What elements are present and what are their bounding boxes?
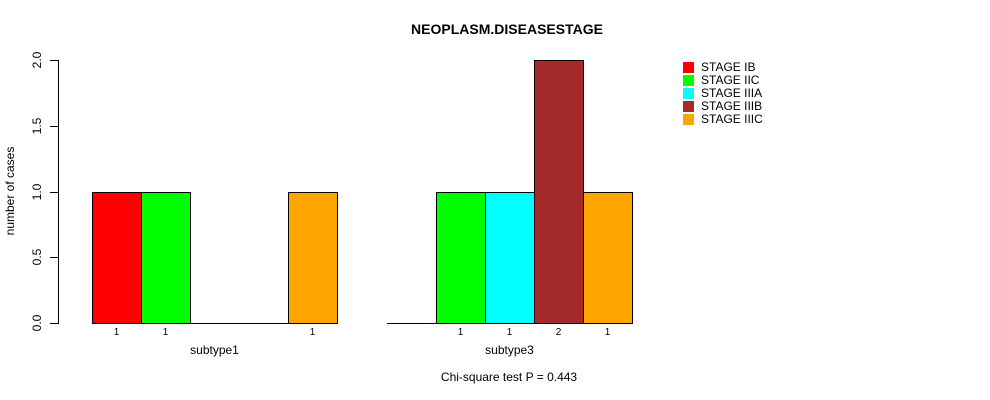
- legend-label: STAGE IB: [701, 60, 756, 74]
- legend-swatch: [683, 88, 694, 99]
- bar-subtype1-stage-iic: [141, 191, 191, 324]
- y-tick-label: 1.0: [30, 183, 44, 200]
- legend-row: STAGE IIIB: [683, 100, 763, 113]
- legend-row: STAGE IIIC: [683, 113, 763, 126]
- group-baseline: [92, 323, 337, 324]
- legend-label: STAGE IIIC: [701, 112, 763, 126]
- y-tick: [50, 191, 58, 193]
- y-tick: [50, 125, 58, 127]
- legend-label: STAGE IIC: [701, 73, 760, 87]
- y-tick-label: 1.5: [30, 117, 44, 135]
- chart-title: NEOPLASM.DISEASESTAGE: [411, 21, 603, 37]
- legend: STAGE IB STAGE IIC STAGE IIIA STAGE IIIB STA…: [683, 61, 763, 126]
- bar-value-label: 1: [113, 327, 120, 338]
- legend-swatch: [683, 101, 694, 112]
- x-category-label: subtype1: [190, 343, 239, 357]
- bar-value-label: 1: [506, 327, 513, 338]
- bar-value-label: 1: [162, 327, 169, 338]
- y-axis-line: [58, 60, 59, 324]
- chi-square-annotation: Chi-square test P = 0.443: [440, 370, 578, 384]
- bar-subtype3-stage-iiia: [485, 191, 535, 324]
- bar-subtype3-stage-iic: [436, 191, 486, 324]
- y-tick: [50, 60, 58, 61]
- y-axis-label: number of cases: [3, 146, 17, 236]
- x-category-label: subtype3: [485, 343, 534, 357]
- legend-row: STAGE IB: [683, 61, 763, 74]
- y-tick-label: 0.0: [30, 314, 44, 332]
- legend-swatch: [683, 75, 694, 86]
- legend-row: STAGE IIC: [683, 74, 763, 87]
- bar-subtype1-stage-iiic: [288, 191, 338, 324]
- y-tick: [50, 257, 58, 259]
- y-tick: [50, 323, 58, 324]
- y-tick-label: 0.5: [30, 248, 44, 266]
- bar-value-label: 1: [309, 327, 316, 338]
- bar-value-label: 1: [457, 327, 464, 338]
- legend-label: STAGE IIIA: [701, 86, 763, 100]
- bar-value-label: 1: [604, 327, 611, 338]
- bar-subtype3-stage-iiib: [534, 60, 584, 324]
- y-tick-label: 2.0: [30, 51, 44, 69]
- bar-subtype1-stage-ib: [92, 191, 142, 324]
- legend-label: STAGE IIIB: [701, 99, 763, 113]
- legend-row: STAGE IIIA: [683, 87, 763, 100]
- legend-swatch: [683, 62, 694, 73]
- bar-value-label: 2: [555, 327, 562, 338]
- legend-swatch: [683, 114, 694, 125]
- bar-subtype3-stage-iiic: [583, 191, 633, 324]
